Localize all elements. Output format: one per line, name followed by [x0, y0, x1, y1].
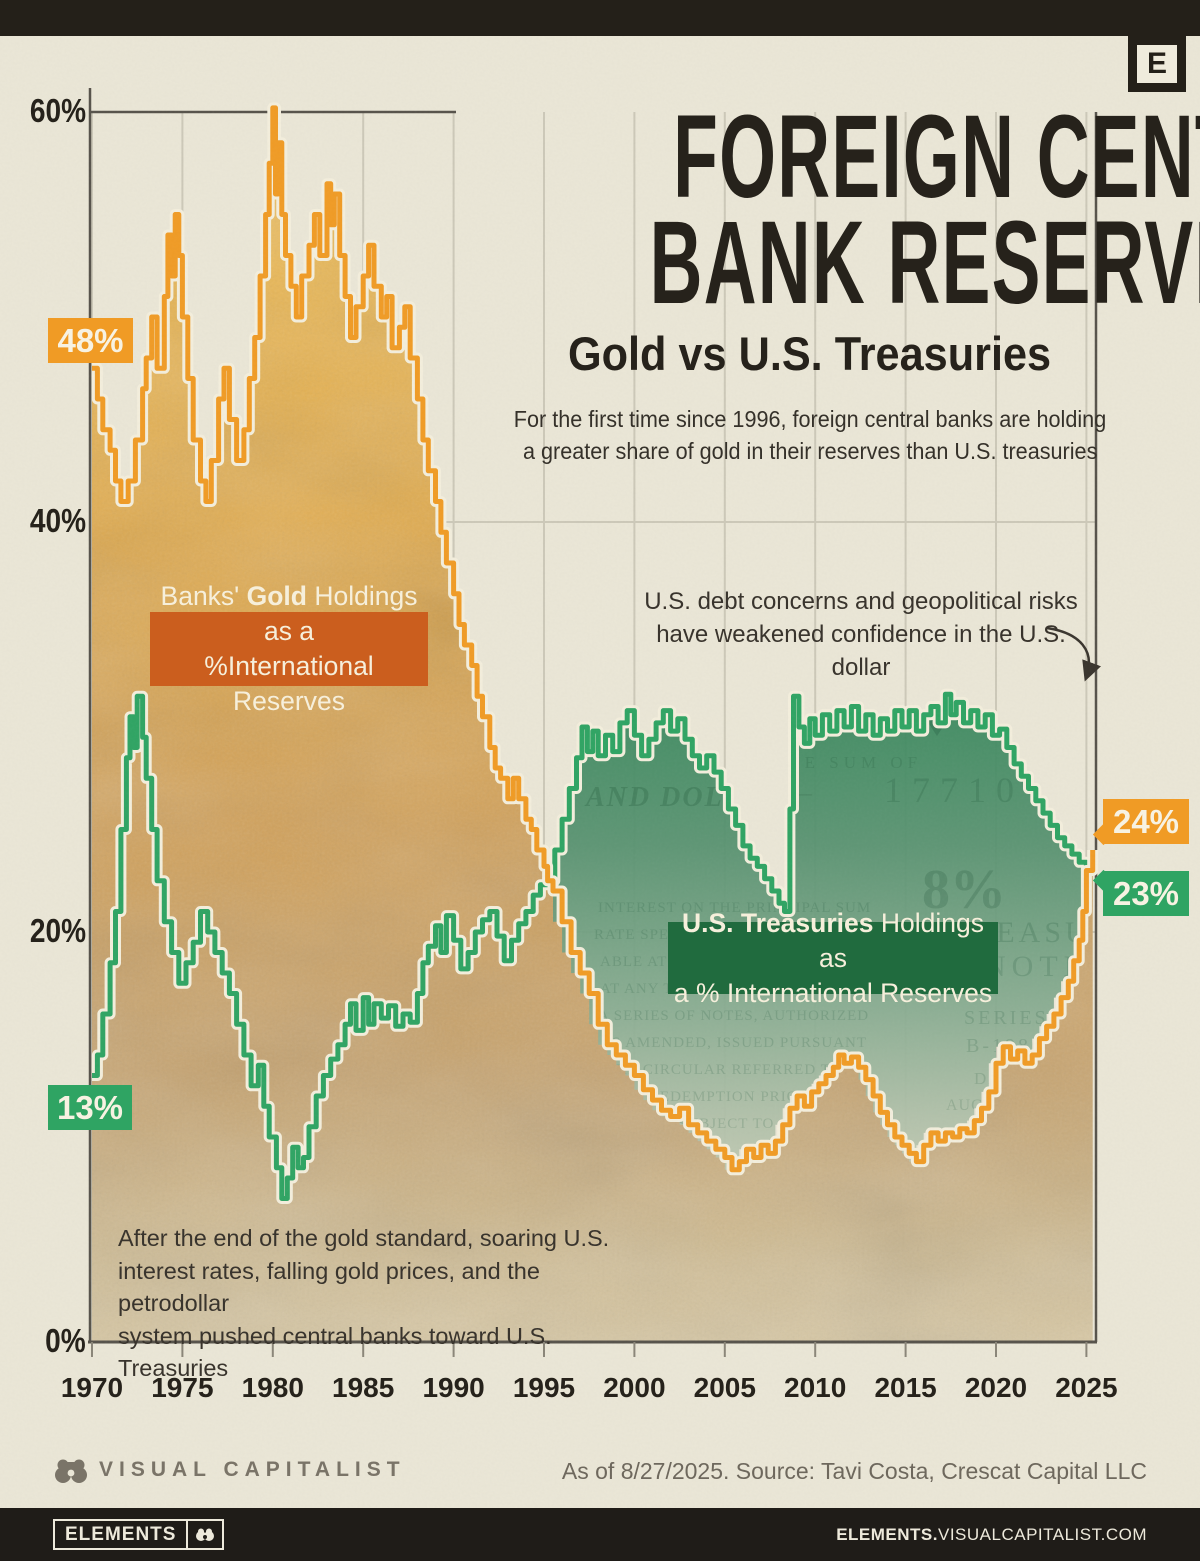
header: FOREIGN CENTRAL BANK RESERVES Gold vs U.…	[452, 91, 1200, 467]
treasury-start-badge: 13%	[48, 1085, 132, 1130]
elements-badge: ELEMENTS	[53, 1519, 225, 1550]
dollar-confidence-annotation: U.S. debt concerns and geopolitical risk…	[644, 588, 1078, 681]
page-title-line1: FOREIGN CENTRAL	[673, 91, 1200, 223]
gold-end-badge: 24%	[1092, 799, 1189, 846]
gold-series-label: Banks' Gold Holdings as a %International…	[150, 581, 428, 716]
corner-logo-letter: E	[1146, 47, 1167, 80]
top-bar	[0, 0, 1200, 36]
treasury-end-badge: 23%	[1092, 869, 1189, 916]
y-axis-label: 60%	[29, 92, 86, 129]
gold-start-badge: 48%	[48, 318, 133, 363]
x-axis-label: 1990	[422, 1372, 485, 1403]
y-axis-label: 0%	[45, 1322, 86, 1359]
y-axis-label: 40%	[29, 502, 86, 539]
x-axis-label: 2005	[693, 1372, 756, 1403]
x-axis-label: 1995	[512, 1372, 576, 1403]
source-note: As of 8/27/2025. Source: Tavi Costa, Cre…	[561, 1458, 1147, 1484]
elements-badge-binoculars-icon	[186, 1521, 222, 1548]
page-description: For the first time since 1996, foreign c…	[513, 406, 1107, 465]
bottom-bar: ELEMENTS ELEMENTS.VISUALCAPITALIST.COM	[0, 1508, 1200, 1561]
x-axis-label: 2020	[964, 1372, 1028, 1403]
visual-capitalist-brand: VISUAL CAPITALIST	[53, 1456, 406, 1484]
gold-standard-annotation: After the end of the gold standard, soar…	[118, 1225, 610, 1381]
x-axis-label: 2010	[784, 1372, 847, 1403]
elements-corner-logo: E	[1128, 36, 1186, 92]
elements-badge-label: ELEMENTS	[65, 1523, 177, 1545]
x-axis-label: 1980	[241, 1372, 304, 1403]
page-subtitle: Gold vs U.S. Treasuries	[568, 327, 1052, 381]
elements-url: ELEMENTS.VISUALCAPITALIST.COM	[836, 1524, 1147, 1544]
x-axis-label: 1975	[151, 1372, 214, 1403]
footer: VISUAL CAPITALIST As of 8/27/2025. Sourc…	[0, 1448, 1200, 1500]
binoculars-icon	[55, 1459, 87, 1483]
x-axis-label: 1985	[332, 1372, 395, 1403]
treasury-series-label: U.S. Treasuries Holdings as a % Internat…	[668, 908, 998, 1008]
x-axis-label: 2025	[1055, 1372, 1118, 1403]
x-axis-label: 2000	[603, 1372, 666, 1403]
x-axis-label: 2015	[874, 1372, 937, 1403]
x-axis-label: 1970	[60, 1372, 124, 1403]
page-title-line2: BANK RESERVES	[649, 197, 1200, 330]
brand-name: VISUAL CAPITALIST	[99, 1458, 406, 1481]
y-axis-label: 20%	[29, 912, 86, 949]
